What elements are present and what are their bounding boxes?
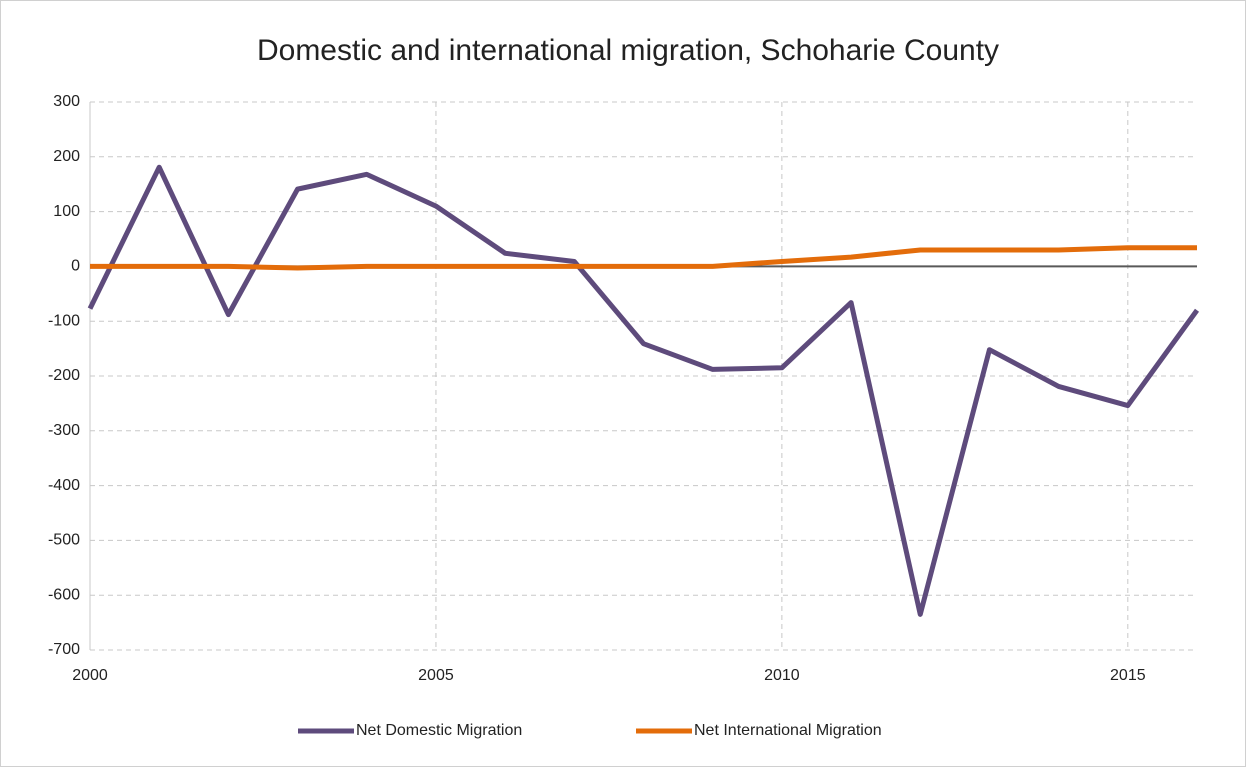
y-tick-label: -300 <box>48 422 80 439</box>
y-tick-label: -600 <box>48 586 80 603</box>
x-tick-label: 2005 <box>418 667 454 684</box>
y-tick-label: 100 <box>53 203 80 220</box>
series-line <box>87 164 1200 617</box>
series-line <box>90 245 1197 271</box>
x-tick-label: 2015 <box>1110 667 1146 684</box>
y-tick-label: -500 <box>48 532 80 549</box>
y-tick-label: 300 <box>53 93 80 110</box>
y-tick-label: 0 <box>71 258 80 275</box>
y-tick-label: -400 <box>48 477 80 494</box>
y-tick-label: 200 <box>53 148 80 165</box>
legend-label: Net International Migration <box>694 722 882 739</box>
x-tick-label: 2010 <box>764 667 800 684</box>
legend-label: Net Domestic Migration <box>356 722 522 739</box>
y-tick-label: -200 <box>48 367 80 384</box>
y-tick-label: -700 <box>48 641 80 658</box>
x-tick-label: 2000 <box>72 667 108 684</box>
y-tick-label: -100 <box>48 312 80 329</box>
chart-title: Domestic and international migration, Sc… <box>257 34 999 67</box>
